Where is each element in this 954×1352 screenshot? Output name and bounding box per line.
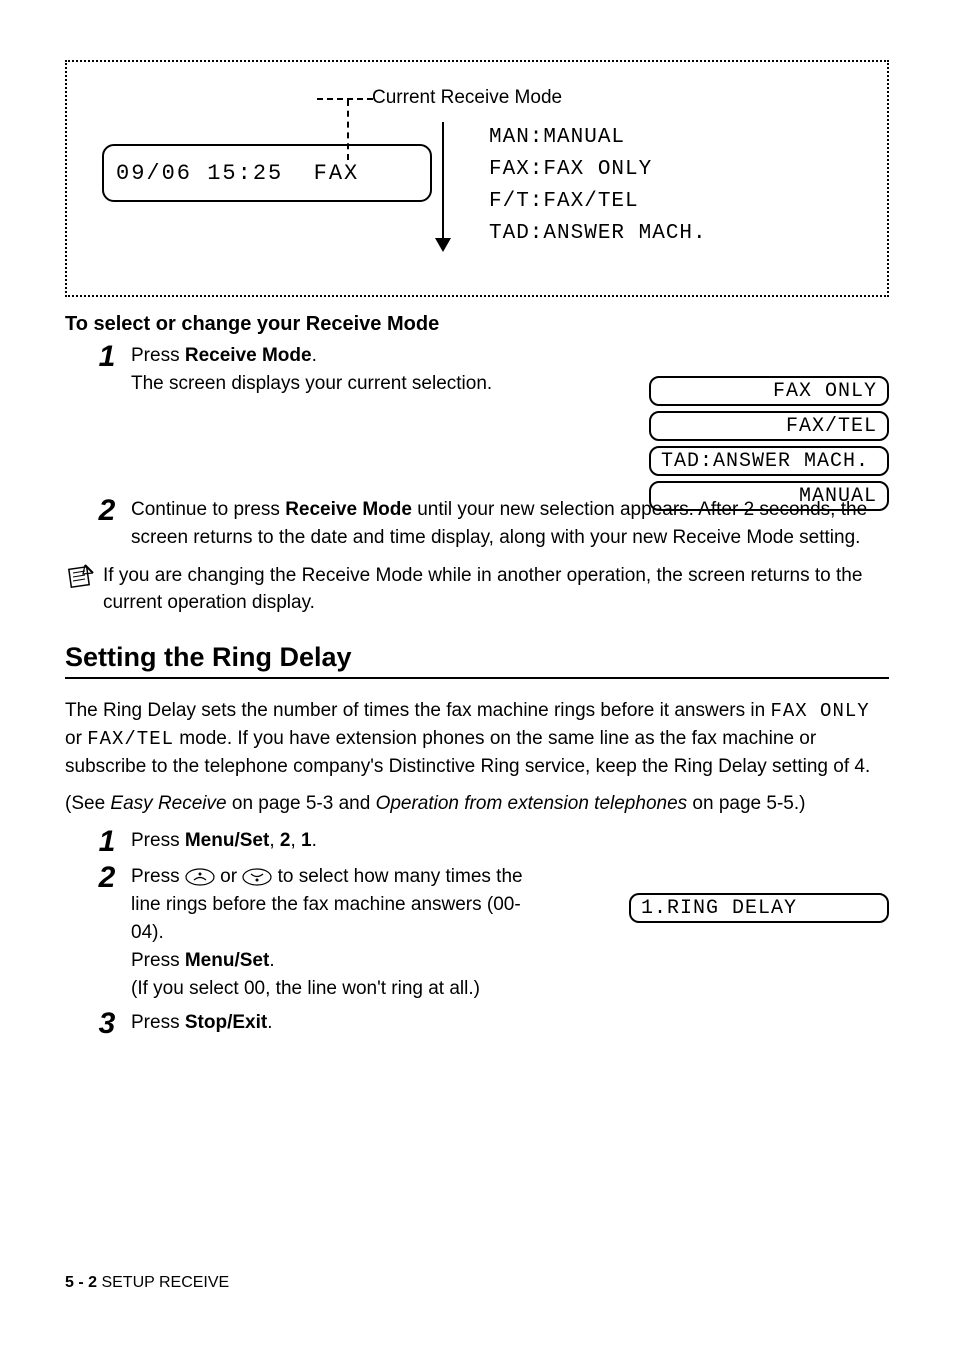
text: on page 5-3 and bbox=[227, 793, 376, 814]
text: . bbox=[269, 950, 274, 971]
section-rule bbox=[65, 677, 889, 679]
text: or bbox=[65, 728, 87, 749]
step-body: Press or to select how many times the li… bbox=[131, 863, 531, 1003]
text: The Ring Delay sets the number of times … bbox=[65, 700, 770, 721]
select-receive-heading: To select or change your Receive Mode bbox=[65, 313, 889, 336]
menu-set-key: Menu/Set bbox=[185, 830, 269, 851]
text: or bbox=[215, 866, 242, 887]
step-number: 2 bbox=[83, 496, 131, 526]
text: . bbox=[312, 345, 317, 366]
step-number: 2 bbox=[83, 863, 131, 893]
leader-dash bbox=[317, 98, 373, 100]
menu-set-key: Menu/Set bbox=[185, 950, 269, 971]
receive-mode-diagram: Current Receive Mode 09/06 15:25 FAX MAN… bbox=[65, 60, 889, 297]
key-2: 2 bbox=[280, 830, 291, 851]
rd-step-1: 1 Press Menu/Set, 2, 1. bbox=[65, 827, 889, 857]
receive-mode-key: Receive Mode bbox=[285, 499, 412, 520]
page-number: 5 - 2 bbox=[65, 1274, 97, 1291]
rd-step-3: 3 Press Stop/Exit. bbox=[65, 1009, 889, 1039]
stop-exit-key: Stop/Exit bbox=[185, 1012, 267, 1033]
mode-pill-tad: TAD:ANSWER MACH. bbox=[649, 446, 889, 476]
mono-text: FAX/TEL bbox=[87, 728, 174, 750]
ring-delay-para2: (See Easy Receive on page 5-3 and Operat… bbox=[65, 790, 889, 817]
up-nav-icon bbox=[185, 863, 215, 891]
note-icon bbox=[65, 562, 95, 590]
mode-table: MAN:MANUAL FAX:FAX ONLY F/T:FAX/TEL TAD:… bbox=[489, 122, 707, 250]
note-text: If you are changing the Receive Mode whi… bbox=[103, 562, 889, 616]
text: (See bbox=[65, 793, 110, 814]
text: (If you select 00, the line won't ring a… bbox=[131, 978, 480, 999]
section-heading-ring-delay: Setting the Ring Delay bbox=[65, 642, 889, 673]
page-footer: 5 - 2 SETUP RECEIVE bbox=[65, 1274, 229, 1292]
arrow-head-icon bbox=[435, 238, 451, 252]
current-mode-label: Current Receive Mode bbox=[372, 87, 562, 109]
footer-label: SETUP RECEIVE bbox=[97, 1274, 229, 1291]
step-body: Press Stop/Exit. bbox=[131, 1009, 889, 1037]
text: The screen displays your current selecti… bbox=[131, 373, 492, 394]
mono-text: FAX ONLY bbox=[770, 700, 869, 722]
arrow-line bbox=[442, 122, 444, 242]
text: on page 5-5.) bbox=[687, 793, 805, 814]
rd-step-2: 2 Press or to select how many times the … bbox=[65, 863, 889, 1003]
text: . bbox=[312, 830, 317, 851]
note: If you are changing the Receive Mode whi… bbox=[65, 562, 889, 616]
text: Press bbox=[131, 830, 185, 851]
xref: Easy Receive bbox=[110, 793, 226, 814]
step-body: Press Menu/Set, 2, 1. bbox=[131, 827, 889, 855]
step-number: 3 bbox=[83, 1009, 131, 1039]
ring-delay-para1: The Ring Delay sets the number of times … bbox=[65, 697, 889, 780]
key-1: 1 bbox=[301, 830, 312, 851]
lcd-display: 09/06 15:25 FAX bbox=[102, 144, 432, 202]
receive-mode-key: Receive Mode bbox=[185, 345, 312, 366]
text: Press bbox=[131, 345, 185, 366]
text: , bbox=[269, 830, 280, 851]
ring-delay-pill: 1.RING DELAY bbox=[629, 893, 889, 923]
text: . bbox=[267, 1012, 272, 1033]
text: Press bbox=[131, 1012, 185, 1033]
down-nav-icon bbox=[242, 863, 272, 891]
mode-pill-stack: FAX ONLY FAX/TEL TAD:ANSWER MACH. MANUAL bbox=[649, 376, 889, 511]
text: , bbox=[290, 830, 301, 851]
xref: Operation from extension telephones bbox=[376, 793, 688, 814]
text: Continue to press bbox=[131, 499, 285, 520]
step-number: 1 bbox=[83, 827, 131, 857]
step-number: 1 bbox=[83, 342, 131, 372]
text: Press bbox=[131, 866, 185, 887]
text: Press bbox=[131, 950, 185, 971]
text: mode. If you have extension phones on th… bbox=[65, 728, 870, 777]
mode-pill-fax-only: FAX ONLY bbox=[649, 376, 889, 406]
mode-pill-manual: MANUAL bbox=[649, 481, 889, 511]
mode-pill-fax-tel: FAX/TEL bbox=[649, 411, 889, 441]
